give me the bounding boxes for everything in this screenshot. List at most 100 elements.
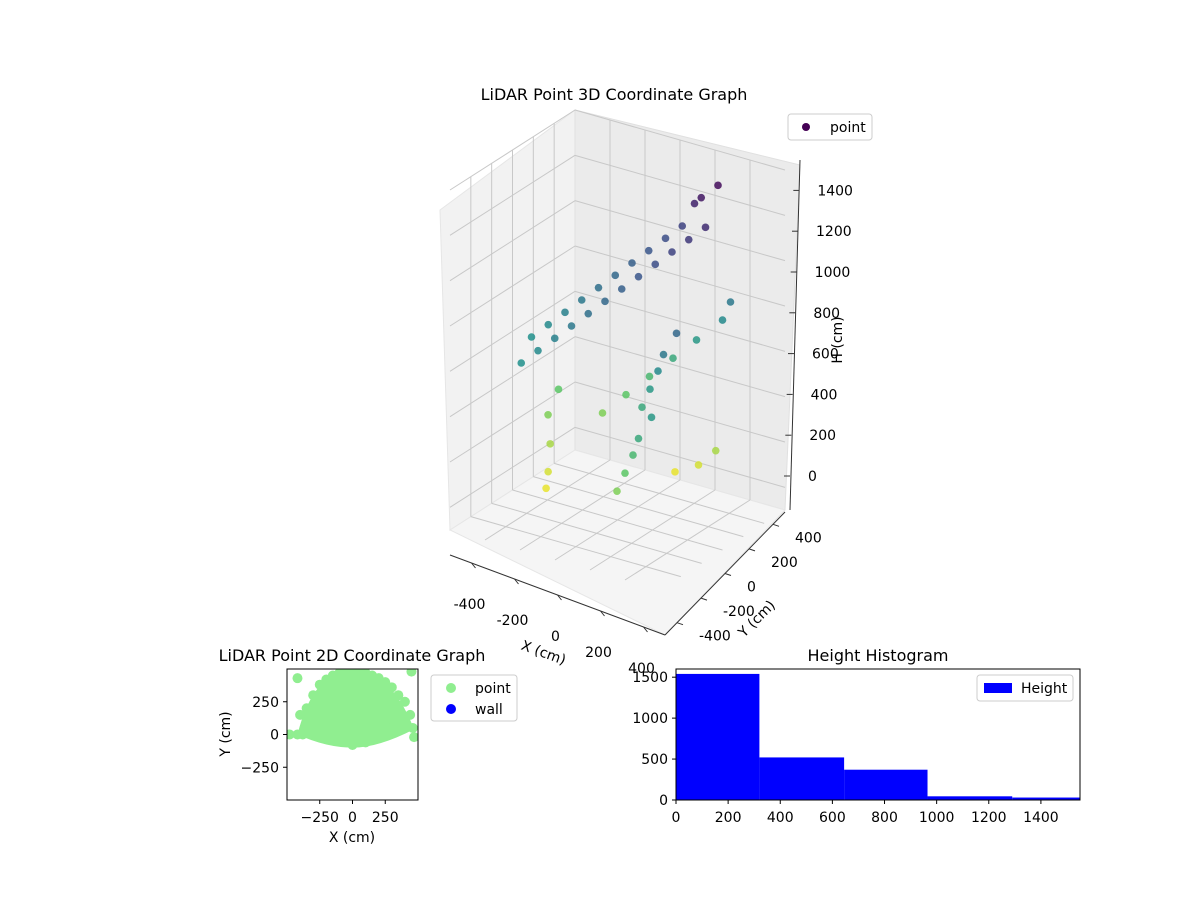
z-tick-label-3d: 800 bbox=[813, 306, 840, 322]
histogram-bar bbox=[844, 769, 928, 800]
x-tick-label-hist: 1200 bbox=[971, 810, 1007, 826]
point-3d bbox=[684, 235, 693, 244]
point-3d bbox=[617, 285, 626, 293]
point-2d bbox=[297, 729, 308, 740]
z-tick-label-3d: 1400 bbox=[817, 183, 853, 199]
point-2d bbox=[308, 716, 319, 727]
point-2d bbox=[367, 696, 378, 707]
point-3d bbox=[598, 409, 607, 417]
grid-line-z bbox=[574, 200, 786, 262]
point-2d bbox=[360, 716, 371, 727]
point-3d bbox=[646, 385, 654, 393]
legend-hist-box bbox=[976, 674, 1074, 702]
grid-line-z bbox=[574, 109, 786, 171]
point-2d bbox=[347, 696, 358, 707]
y-tick-label-3d: 0 bbox=[747, 580, 756, 596]
point-3d bbox=[694, 461, 703, 469]
y-tick-label-hist: 0 bbox=[659, 793, 668, 809]
title-2d: LiDAR Point 2D Coordinate Graph bbox=[219, 646, 486, 665]
point-2d bbox=[406, 669, 417, 677]
y-tick-3d bbox=[676, 622, 684, 626]
ticks-hist: 0 200 400 600 800 1000 1200 1400 0 500 1000 1500 bbox=[632, 670, 1058, 826]
point-3d bbox=[634, 272, 643, 281]
grid-line-z bbox=[449, 200, 576, 282]
scatter3d-plot: -400 -200 0 200 400 -400 -200 0 200 400 0 200 400 600… bbox=[439, 85, 873, 677]
point-3d bbox=[690, 199, 699, 208]
y-tick-label-3d: -400 bbox=[699, 629, 731, 645]
point-3d bbox=[544, 320, 553, 329]
x-tick-3d bbox=[557, 594, 562, 601]
point-3d bbox=[678, 222, 687, 230]
point-3d bbox=[584, 309, 593, 318]
point-3d bbox=[718, 316, 727, 324]
point-2d bbox=[393, 690, 404, 701]
point-3d bbox=[651, 260, 660, 269]
legend-hist: Height bbox=[976, 674, 1074, 702]
grid-line-z bbox=[449, 381, 576, 463]
point-2d bbox=[334, 716, 345, 727]
grid-line-z bbox=[449, 336, 576, 418]
points-2d bbox=[287, 669, 418, 750]
z-tick-label-3d: 1000 bbox=[815, 265, 851, 281]
legend-hist-swatch bbox=[984, 683, 1012, 693]
legend-2d-label-wall: wall bbox=[475, 702, 503, 718]
point-3d bbox=[550, 334, 559, 343]
point-3d bbox=[577, 296, 586, 304]
point-3d bbox=[517, 359, 526, 367]
point-3d bbox=[601, 297, 609, 306]
x-tick-label-hist: 600 bbox=[819, 810, 846, 826]
point-3d bbox=[628, 259, 636, 267]
z-axis-label-3d: H (cm) bbox=[830, 316, 846, 363]
legend-3d-box bbox=[787, 113, 873, 141]
legend-2d-marker-wall bbox=[446, 704, 456, 714]
point-2d bbox=[386, 722, 397, 733]
point-3d bbox=[668, 248, 676, 256]
legend-2d-marker-point bbox=[446, 683, 456, 693]
point-3d bbox=[697, 193, 706, 202]
point-3d bbox=[654, 367, 662, 375]
x-tick-3d bbox=[643, 626, 648, 633]
y-tick-label-3d: 200 bbox=[771, 555, 798, 571]
legend-3d-label: point bbox=[830, 120, 866, 136]
ticks-2d: −250 0 250 250 0 −250 bbox=[241, 695, 399, 826]
point-3d bbox=[613, 487, 621, 496]
x-tick-3d bbox=[471, 562, 476, 569]
point-3d bbox=[621, 469, 629, 477]
point-3d bbox=[659, 350, 668, 359]
histogram-bar bbox=[1012, 797, 1080, 800]
point-3d bbox=[647, 413, 656, 422]
point-3d bbox=[714, 181, 722, 190]
point-3d bbox=[692, 336, 701, 344]
ticks-3d: -400 -200 0 200 400 -400 -200 0 200 400 0 200 400 600… bbox=[454, 183, 853, 677]
grid-line-z bbox=[449, 154, 576, 236]
point-3d bbox=[701, 223, 710, 232]
grid-line-z bbox=[449, 426, 576, 508]
x-tick-label-3d: 200 bbox=[585, 645, 612, 661]
point-3d bbox=[645, 372, 654, 381]
point-2d bbox=[292, 673, 303, 684]
histogram-bar bbox=[927, 796, 1013, 800]
point-2d bbox=[347, 729, 358, 740]
point-2d bbox=[347, 739, 358, 750]
point-3d bbox=[661, 234, 670, 243]
grid-line-z bbox=[574, 381, 786, 443]
z-tick-label-3d: 0 bbox=[808, 469, 817, 485]
x-tick-3d bbox=[514, 578, 519, 585]
grid-line-z bbox=[574, 336, 786, 398]
x-tick-label-3d: -400 bbox=[454, 597, 486, 613]
grid-line-z bbox=[449, 245, 576, 327]
legend-3d: point bbox=[787, 113, 873, 141]
y-tick-label-3d: 400 bbox=[795, 530, 822, 546]
x-axis-label-3d: X (cm) bbox=[519, 638, 568, 669]
histogram-bars bbox=[676, 673, 1080, 800]
points-3d bbox=[517, 181, 735, 496]
y-axis-label-2d: Y (cm) bbox=[218, 711, 234, 757]
point-2d bbox=[409, 732, 418, 743]
point-2d bbox=[314, 703, 325, 714]
point-3d bbox=[554, 385, 563, 394]
grid-line-z bbox=[449, 109, 576, 191]
x-tick-label-3d: -200 bbox=[497, 613, 529, 629]
y-tick-label-3d: -200 bbox=[723, 604, 755, 620]
point-3d bbox=[629, 451, 637, 459]
legend-2d: point wall bbox=[430, 674, 518, 722]
